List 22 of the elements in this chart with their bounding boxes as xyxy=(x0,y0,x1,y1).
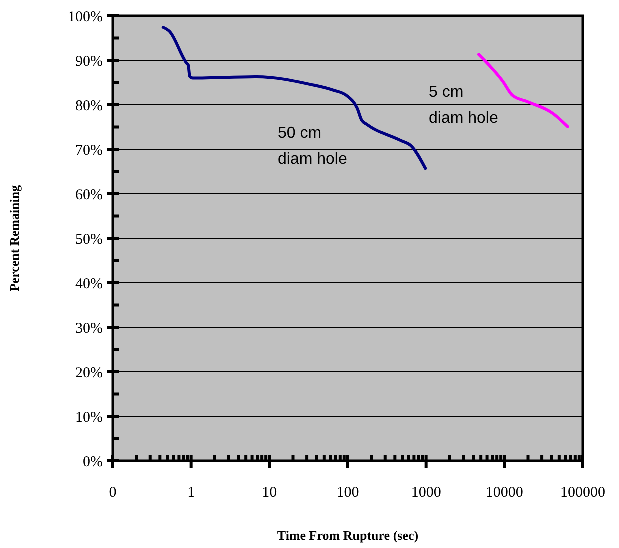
y-tick-label: 90% xyxy=(76,54,103,70)
y-tick-label: 0% xyxy=(83,454,103,470)
x-tick-label: 1000 xyxy=(411,485,442,501)
y-axis-title: Percent Remaining xyxy=(7,184,22,292)
y-tick-label: 20% xyxy=(76,365,103,382)
x-tick-label: 0 xyxy=(109,485,117,501)
y-tick-label: 50% xyxy=(76,232,103,248)
x-tick-label: 10000 xyxy=(486,485,524,501)
x-axis-title: Time From Rupture (sec) xyxy=(277,528,419,543)
x-tick-label: 10 xyxy=(262,485,278,501)
y-tick-label: 10% xyxy=(76,410,103,426)
annotation: 5 cm diam hole xyxy=(429,84,498,127)
y-tick-label: 60% xyxy=(76,187,103,204)
annotation: 50 cm diam hole xyxy=(278,125,348,168)
y-tick-label: 100% xyxy=(68,9,103,26)
y-tick-label: 80% xyxy=(76,98,103,114)
y-tick-label: 40% xyxy=(76,276,103,292)
x-tick-label: 100000 xyxy=(560,485,606,501)
x-tick-label: 1 xyxy=(188,485,196,501)
x-tick-label: 100 xyxy=(336,485,360,501)
y-tick-label: 70% xyxy=(76,142,103,159)
y-tick-label: 30% xyxy=(76,320,103,337)
